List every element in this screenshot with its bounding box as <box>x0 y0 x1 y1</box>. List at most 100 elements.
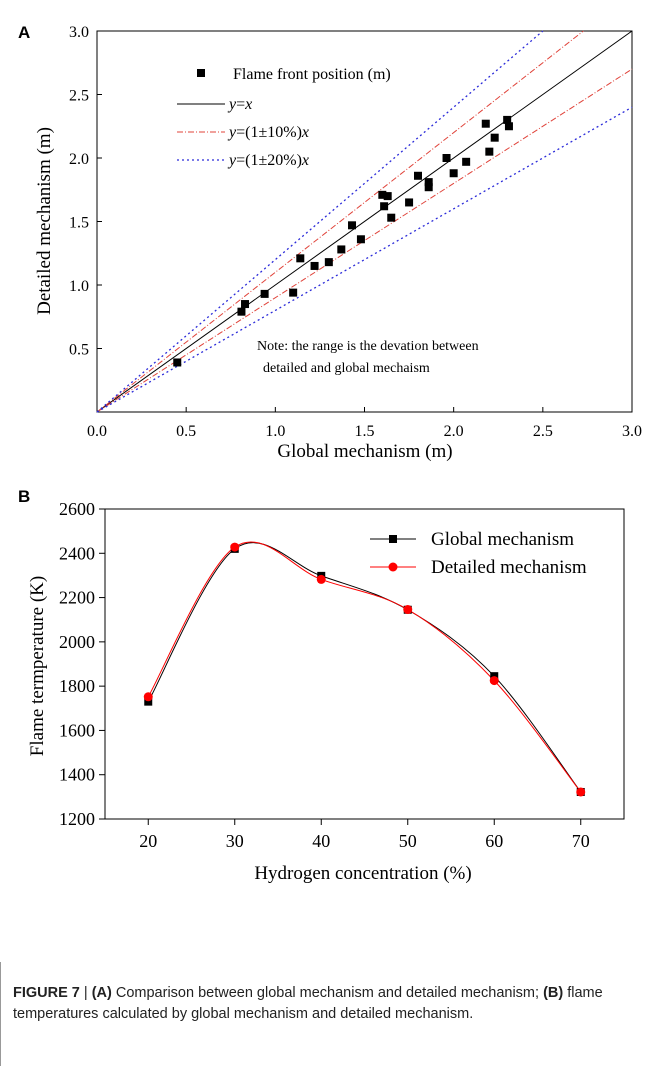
x-tick-label: 1.0 <box>265 423 285 440</box>
panel-a-y-label: Detailed mechanism (m) <box>34 127 55 315</box>
data-point <box>485 147 494 156</box>
panel-a-reference-lines <box>96 30 633 413</box>
data-point-detailed <box>230 542 240 552</box>
legend-label-20pct: y=(1±20%)x <box>227 152 309 169</box>
y-tick-label: 2000 <box>59 632 95 652</box>
legend-marker-detailed <box>388 562 398 572</box>
y-tick-label: 2600 <box>59 499 95 519</box>
data-point <box>356 235 365 244</box>
panel-b-data-points <box>143 542 586 797</box>
caption-figure-label: FIGURE 7 <box>13 985 80 1001</box>
caption-rule <box>0 962 9 1066</box>
y-tick-label: 2400 <box>59 543 95 563</box>
data-point <box>490 133 499 142</box>
data-point <box>424 178 433 187</box>
y-tick-label: 0.5 <box>69 342 89 359</box>
panel-b-plot-frame <box>104 508 625 820</box>
x-tick-label: 20 <box>139 831 157 851</box>
data-point <box>380 202 389 211</box>
x-tick-label: 1.5 <box>355 423 375 440</box>
caption-part-a: (A) <box>91 985 112 1001</box>
figure-canvas: A 0.0 0.5 1.0 1.5 2.0 2.5 3.0 0.5 1.0 1.5 2.0 2.5 3… <box>18 23 642 884</box>
data-point <box>424 183 433 192</box>
y-tick-label: 1200 <box>59 809 95 829</box>
series-line <box>147 542 582 793</box>
data-point <box>481 119 490 128</box>
x-tick-label: 70 <box>572 831 590 851</box>
panel-b-legend: Global mechanism Detailed mechanism <box>370 529 587 578</box>
series-line <box>147 541 582 793</box>
legend-label-global: Global mechanism <box>431 529 574 550</box>
data-point <box>414 171 422 180</box>
panel-a-y-axis: 0.5 1.0 1.5 2.0 2.5 3.0 <box>69 24 102 359</box>
x-tick-label: 0.5 <box>176 423 196 440</box>
y-tick-label: 3.0 <box>69 24 89 41</box>
x-tick-label: 3.0 <box>622 423 642 440</box>
panel-b-series-lines <box>147 541 582 793</box>
data-point <box>348 221 357 230</box>
x-tick-label: 30 <box>226 831 244 851</box>
data-point <box>260 289 269 298</box>
y-tick-label: 2.0 <box>69 151 89 168</box>
panel-b: B 20 30 40 50 60 70 1200 1400 1600 1800 2000 2200 2… <box>18 487 625 884</box>
legend-marker-flame-front <box>197 69 205 77</box>
data-point <box>378 190 387 199</box>
y-tick-label: 2200 <box>59 588 95 608</box>
legend-label-detailed: Detailed mechanism <box>431 557 587 578</box>
data-point <box>405 198 414 207</box>
reference-line <box>96 30 633 413</box>
data-point <box>387 213 396 222</box>
data-point <box>324 258 333 267</box>
data-point <box>173 358 182 367</box>
data-point <box>503 115 512 124</box>
x-tick-label: 0.0 <box>87 423 107 440</box>
y-tick-label: 1.5 <box>69 215 89 232</box>
x-tick-label: 50 <box>399 831 417 851</box>
data-point-detailed <box>143 692 153 702</box>
data-point <box>289 288 298 297</box>
reference-line <box>96 30 584 413</box>
legend-label-10pct: y=(1±10%)x <box>227 124 309 141</box>
y-tick-label: 1600 <box>59 720 95 740</box>
x-tick-label: 2.0 <box>444 423 464 440</box>
y-tick-label: 1.0 <box>69 278 89 295</box>
y-tick-label: 1400 <box>59 765 95 785</box>
data-point <box>310 261 319 270</box>
caption-part-b: (B) <box>543 985 564 1001</box>
caption-text-a: Comparison between global mechanism and … <box>111 985 544 1001</box>
legend-label-identity: y=x <box>227 96 252 113</box>
data-point-detailed <box>576 787 586 797</box>
data-point-global <box>144 697 153 706</box>
reference-line <box>96 30 544 413</box>
data-point <box>241 300 250 309</box>
caption-text-b: flame temperatures calculated by global … <box>13 985 603 1022</box>
reference-line <box>96 68 633 413</box>
data-point <box>337 245 346 254</box>
panel-b-y-axis: 1200 1400 1600 1800 2000 2200 2400 2600 <box>59 499 105 829</box>
data-point <box>237 307 246 316</box>
data-point-detailed <box>316 574 326 584</box>
panel-a-label: A <box>18 23 30 42</box>
x-tick-label: 40 <box>312 831 330 851</box>
data-point-detailed <box>489 676 499 686</box>
data-point <box>296 254 305 263</box>
x-tick-label: 2.5 <box>533 423 553 440</box>
panel-b-y-label: Flame termperature (K) <box>27 576 48 756</box>
panel-a: A 0.0 0.5 1.0 1.5 2.0 2.5 3.0 0.5 1.0 1.5 2.0 2.5 3… <box>18 23 642 462</box>
caption-separator: | <box>79 985 92 1001</box>
panel-a-note-line-2: detailed and global mechaism <box>263 361 430 376</box>
panel-a-legend: Flame front position (m) y=x y=(1±10%)x … <box>177 66 391 169</box>
legend-marker-global <box>389 535 397 543</box>
data-point <box>442 154 451 162</box>
panel-b-x-axis: 20 30 40 50 60 70 <box>139 819 590 851</box>
panel-a-x-axis: 0.0 0.5 1.0 1.5 2.0 2.5 3.0 <box>87 407 642 440</box>
data-point <box>449 169 458 178</box>
data-point <box>504 122 513 131</box>
data-point <box>462 157 471 166</box>
panel-b-x-label: Hydrogen concentration (%) <box>254 863 471 884</box>
panel-b-label: B <box>18 487 30 506</box>
y-tick-label: 2.5 <box>69 88 89 105</box>
figure-caption: FIGURE 7 | (A) Comparison between global… <box>13 983 643 1025</box>
panel-a-x-label: Global mechanism (m) <box>277 441 452 462</box>
panel-a-data-points <box>173 115 513 367</box>
